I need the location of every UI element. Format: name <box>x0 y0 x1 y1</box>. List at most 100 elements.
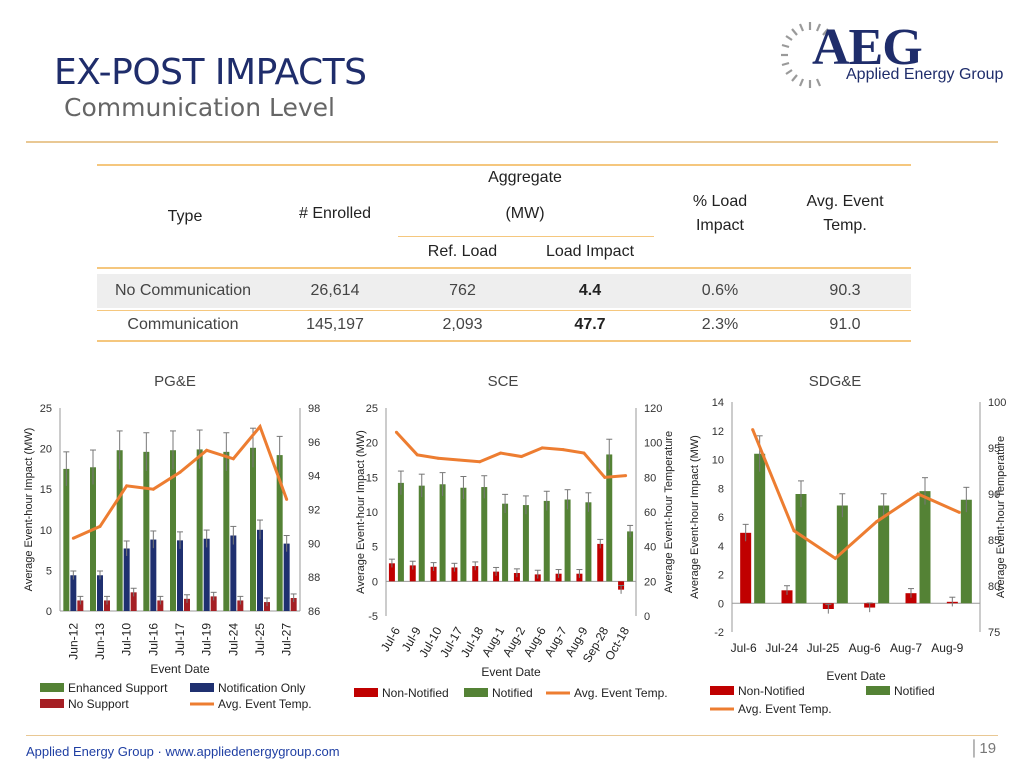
y-tick-label: 4 <box>718 541 724 553</box>
bar <box>585 502 592 582</box>
y2-tick-label: 100 <box>644 438 662 450</box>
temp-point <box>916 492 920 496</box>
temp-point <box>478 460 482 464</box>
header-ref-load: Ref. Load <box>427 243 498 260</box>
table-row: Communication 145,197 2,093 47.7 2.3% 91… <box>97 308 911 342</box>
temp-point <box>71 536 75 540</box>
table-row: No Communication 26,614 762 4.4 0.6% 90.… <box>97 274 911 308</box>
cell-pct: 2.3% <box>701 316 739 333</box>
bar <box>564 499 571 582</box>
bar <box>460 487 467 582</box>
temp-point <box>457 458 461 462</box>
legend-swatch <box>40 699 64 708</box>
header-rule <box>97 267 911 269</box>
y2-tick-label: 90 <box>308 538 320 550</box>
legend-label: Notification Only <box>218 681 305 695</box>
table-top-rule <box>97 164 911 166</box>
legend-label: Avg. Event Temp. <box>574 686 668 700</box>
bar <box>481 487 488 582</box>
legend-label: Enhanced Support <box>68 681 168 695</box>
x-tick-label: Jul-6 <box>731 641 757 655</box>
y-tick-label: 6 <box>718 512 724 524</box>
header-pct-load: % Load <box>692 193 748 210</box>
pge-chart: 0 5 10 15 20 25 86 88 90 92 94 96 98 Average Event-ho… <box>23 403 320 711</box>
x-tick-label: Jul-27 <box>280 623 294 656</box>
y2-tick-label: 0 <box>644 611 650 623</box>
bar <box>781 590 793 604</box>
legend-label: No Support <box>68 697 129 711</box>
y2-axis-label: Average Event-hour Temperature <box>995 436 1007 598</box>
temp-point <box>833 556 837 560</box>
bar <box>283 543 290 611</box>
cell-ref-load: 2,093 <box>442 316 483 333</box>
cell-type: Communication <box>127 316 239 333</box>
bar <box>104 600 110 611</box>
bar <box>522 505 529 582</box>
x-tick-label: Jul-25 <box>807 641 840 655</box>
y-tick-label: 0 <box>718 598 724 610</box>
title-divider <box>26 141 998 143</box>
legend-swatch <box>190 683 214 692</box>
y-tick-label: 12 <box>712 426 724 438</box>
cell-temp: 90.3 <box>829 282 861 299</box>
bar <box>388 563 395 582</box>
y-tick-label: 10 <box>712 455 724 467</box>
x-tick-label: Aug-7 <box>890 641 922 655</box>
bar <box>543 500 550 582</box>
y-tick-label: 8 <box>718 483 724 495</box>
bar <box>740 532 752 604</box>
footer-text: Applied Energy Group · www.appliedenergy… <box>26 744 340 759</box>
bar <box>606 454 613 582</box>
temp-line <box>395 431 626 479</box>
bar <box>177 540 183 611</box>
bar <box>123 548 130 611</box>
temp-point <box>231 457 235 461</box>
y-tick-label: 2 <box>718 570 724 582</box>
row-rule <box>97 310 911 311</box>
bar <box>170 450 176 611</box>
y-tick-label: 5 <box>46 565 52 577</box>
y-tick-label: 0 <box>46 606 52 618</box>
slide-subtitle: Communication Level <box>64 93 335 122</box>
bar <box>795 494 807 604</box>
table-bottom-rule <box>97 340 911 342</box>
bar <box>77 600 84 611</box>
y2-tick-label: 88 <box>308 572 320 584</box>
header-load-impact: Load Impact <box>545 243 635 260</box>
temp-point <box>178 470 182 474</box>
bar <box>150 539 157 611</box>
footer-divider <box>26 735 998 736</box>
bar <box>960 499 972 604</box>
legend-label: Avg. Event Temp. <box>218 697 312 711</box>
temp-point <box>499 451 503 455</box>
page-number: │19 <box>970 740 997 757</box>
temp-point <box>957 510 961 514</box>
y2-tick-label: 85 <box>988 535 1000 547</box>
logo-brand: AEG <box>812 19 923 76</box>
header-mw: (MW) <box>505 205 545 222</box>
y2-tick-label: 90 <box>988 489 1000 501</box>
x-tick-label: Jun-13 <box>93 623 107 660</box>
bar <box>97 575 103 611</box>
x-tick-label: Jul-25 <box>253 623 267 656</box>
temp-point <box>285 497 289 501</box>
y2-tick-label: 60 <box>644 507 656 519</box>
y-tick-label: 0 <box>372 576 378 588</box>
bar <box>919 491 931 604</box>
y2-tick-label: 80 <box>644 472 656 484</box>
x-tick-label: Jul-10 <box>120 623 134 656</box>
legend-label: Notified <box>492 686 533 700</box>
y2-tick-label: 75 <box>988 627 1000 639</box>
y-axis-label: Average Event-hour Impact (MW) <box>689 435 701 599</box>
bar <box>397 482 404 582</box>
temp-point <box>540 446 544 450</box>
y2-tick-label: 96 <box>308 437 320 449</box>
cell-type: No Communication <box>114 282 252 299</box>
bar <box>627 531 634 582</box>
bar <box>223 451 230 611</box>
legend-label: Non-Notified <box>382 686 449 700</box>
y-axis-label: Average Event-hour Impact (MW) <box>355 430 367 594</box>
bar <box>290 598 297 611</box>
x-tick-label: Jul-19 <box>200 623 214 656</box>
y-tick-label: 14 <box>712 397 724 409</box>
